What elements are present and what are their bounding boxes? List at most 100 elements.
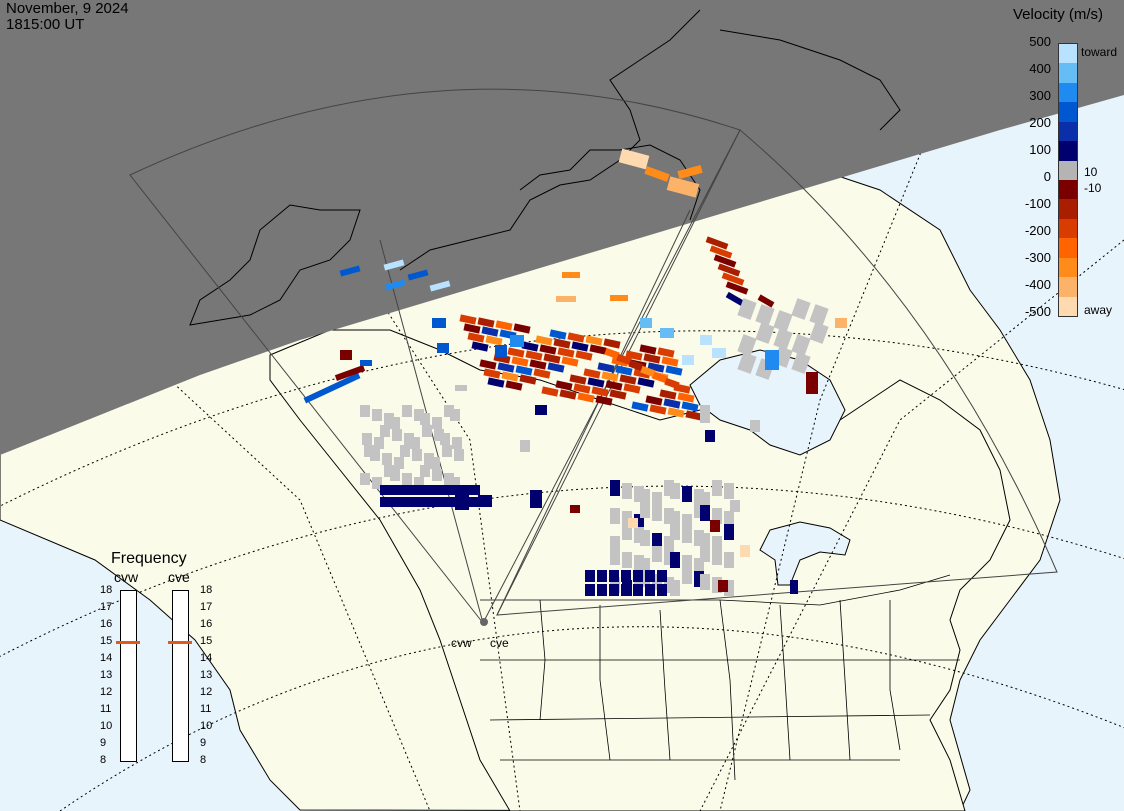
scatter-cell [700, 335, 712, 345]
scatter-cell [561, 356, 579, 367]
scatter-cell [640, 502, 650, 518]
freq-tick-left: 17 [100, 601, 113, 613]
scatter-cell [664, 536, 674, 552]
scatter-cell [610, 508, 620, 524]
scatter-cell [529, 359, 547, 370]
scatter-cell [725, 291, 745, 307]
scatter-cell [677, 392, 695, 403]
scatter-cell [530, 490, 542, 508]
scatter-cell [809, 322, 829, 344]
scatter-cell [664, 577, 674, 593]
velocity-tick-label: 100 [1029, 142, 1051, 157]
freq-tick-left: 11 [100, 703, 112, 715]
scatter-cell [694, 558, 704, 574]
scatter-cell [621, 570, 631, 582]
scatter-cell [420, 413, 430, 425]
velocity-tick-label: 400 [1029, 61, 1051, 76]
scatter-cell [657, 570, 667, 582]
scatter-cell [364, 445, 374, 457]
scatter-cell [631, 401, 649, 412]
scatter-cell [685, 410, 703, 421]
velocity-color-swatch [1059, 180, 1077, 200]
scatter-cell [402, 473, 412, 485]
scatter-cell [616, 353, 632, 366]
scatter-cell [724, 552, 734, 568]
scatter-cell [587, 377, 605, 388]
freq-tick-left: 12 [100, 686, 113, 698]
scatter-cell [640, 530, 650, 546]
toward-label: toward [1081, 45, 1118, 59]
scatter-cell [700, 546, 710, 562]
scatter-cell [383, 259, 405, 271]
scatter-cell [700, 405, 710, 423]
radar-label-cve: cve [490, 636, 509, 650]
inner-neg-label: -10 [1084, 181, 1102, 195]
freq-tick-right: 14 [200, 652, 213, 664]
scatter-cell [622, 511, 632, 527]
scatter-cell [682, 514, 692, 530]
scatter-cell [553, 338, 571, 349]
scatter-cell [644, 166, 670, 182]
scatter-cell [773, 310, 793, 332]
freq-station-cvw: cvw [114, 569, 139, 585]
scatter-cell [424, 453, 434, 465]
scatter-cell [717, 263, 741, 277]
scatter-cell [737, 298, 757, 320]
scatter-cell [334, 365, 366, 381]
velocity-color-swatch [1059, 121, 1077, 142]
scatter-cell [618, 148, 650, 170]
freq-tick-left: 9 [100, 737, 107, 749]
freq-tick-right: 8 [200, 754, 207, 766]
scatter-cell [495, 345, 507, 357]
graticule [0, 129, 1124, 811]
scatter-cell [610, 480, 620, 496]
scatter-cell [430, 497, 440, 507]
scatter-cell [645, 395, 663, 406]
scatter-cell [609, 584, 619, 596]
scatter-cell [757, 294, 775, 308]
velocity-color-swatch [1059, 102, 1077, 123]
scatter-cell [362, 433, 372, 445]
velocity-color-swatch [1059, 296, 1077, 317]
scatter-cell [432, 417, 442, 429]
scatter-cell [384, 465, 394, 477]
scatter-cell [591, 386, 609, 397]
scatter-cell [664, 480, 674, 496]
freq-tick-left: 16 [100, 618, 113, 630]
scatter-cell [610, 295, 628, 301]
scatter-cell [700, 505, 710, 521]
scatter-cell [410, 485, 420, 495]
scatter-cell [390, 469, 400, 481]
freq-bar-cvw [120, 590, 137, 762]
scatter-cell [400, 497, 410, 507]
scatter-cell [556, 296, 576, 302]
velocity-color-bar [1058, 43, 1078, 317]
scatter-cell [414, 477, 424, 489]
scatter-cell [400, 485, 410, 495]
scatter-cell [407, 269, 429, 281]
scatter-cell [652, 371, 668, 384]
scatter-cell [660, 328, 674, 338]
scatter-cell [575, 350, 593, 361]
freq-tick-left: 14 [100, 652, 113, 664]
scatter-cell [559, 389, 577, 400]
scatter-cell [402, 405, 412, 417]
scatter-cell [694, 502, 704, 518]
velocity-color-swatch [1059, 218, 1077, 239]
scatter-cell [791, 298, 811, 320]
scatter-cell [597, 362, 615, 373]
velocity-color-swatch [1059, 238, 1077, 259]
scatter-cell [664, 508, 674, 524]
scatter-cell [665, 365, 683, 376]
scatter-cell [700, 574, 710, 590]
scatter-cell [663, 398, 681, 409]
scatter-cell [601, 371, 619, 382]
scatter-cell [604, 347, 620, 360]
scatter-cell [628, 518, 638, 528]
scatter-cell [511, 356, 529, 367]
night-terminator [0, 0, 1124, 455]
scatter-cell [677, 165, 703, 179]
scatter-cell [682, 527, 692, 543]
